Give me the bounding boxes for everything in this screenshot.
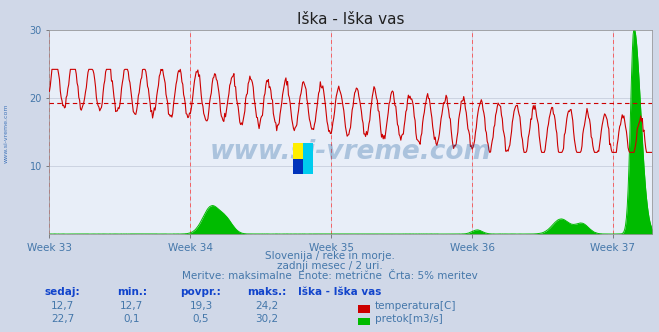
Text: temperatura[C]: temperatura[C] — [375, 301, 457, 311]
Bar — [293, 159, 303, 174]
Bar — [293, 143, 303, 159]
Text: Slovenija / reke in morje.: Slovenija / reke in morje. — [264, 251, 395, 261]
Text: Iška - Iška vas: Iška - Iška vas — [298, 288, 381, 297]
Text: www.si-vreme.com: www.si-vreme.com — [4, 103, 9, 163]
Text: 0,1: 0,1 — [123, 314, 140, 324]
Text: 19,3: 19,3 — [189, 301, 213, 311]
Text: www.si-vreme.com: www.si-vreme.com — [210, 139, 492, 165]
Text: zadnji mesec / 2 uri.: zadnji mesec / 2 uri. — [277, 261, 382, 271]
Text: 12,7: 12,7 — [51, 301, 74, 311]
Bar — [303, 143, 313, 159]
Text: povpr.:: povpr.: — [181, 288, 221, 297]
Text: maks.:: maks.: — [247, 288, 287, 297]
Text: 24,2: 24,2 — [255, 301, 279, 311]
Text: 0,5: 0,5 — [192, 314, 210, 324]
Text: 22,7: 22,7 — [51, 314, 74, 324]
Text: 30,2: 30,2 — [255, 314, 279, 324]
Text: sedaj:: sedaj: — [45, 288, 80, 297]
Title: Iška - Iška vas: Iška - Iška vas — [297, 12, 405, 27]
Bar — [303, 159, 313, 174]
Text: Meritve: maksimalne  Enote: metrične  Črta: 5% meritev: Meritve: maksimalne Enote: metrične Črta… — [182, 271, 477, 281]
Text: 12,7: 12,7 — [120, 301, 144, 311]
Text: min.:: min.: — [117, 288, 147, 297]
Text: pretok[m3/s]: pretok[m3/s] — [375, 314, 443, 324]
